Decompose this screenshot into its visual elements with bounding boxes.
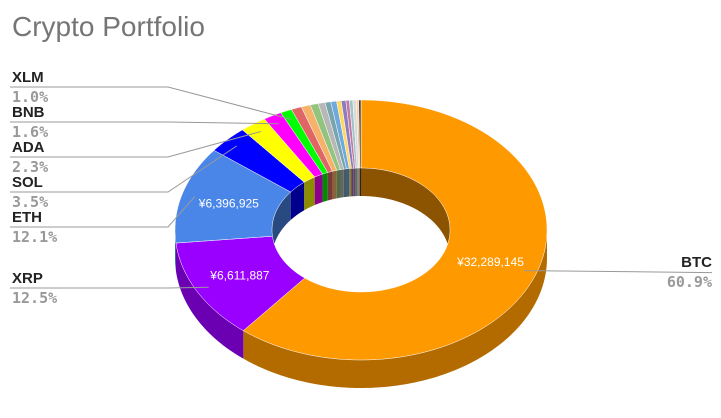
amount-label: ¥6,611,887 (209, 268, 269, 282)
slice-inner-side (358, 168, 360, 197)
slice-inner-side (314, 174, 323, 206)
slice-inner-side (272, 191, 291, 258)
amount-label: ¥32,289,145 (456, 255, 524, 269)
chart-title: Crypto Portfolio (12, 11, 205, 42)
category-label: BNB (12, 104, 45, 121)
category-label: ADA (12, 139, 45, 156)
leader-line (10, 121, 279, 125)
slice (358, 99, 362, 169)
slice-inner-side (340, 169, 344, 198)
value-label: 2.3% (12, 158, 48, 176)
slice-inner-side (359, 168, 361, 197)
slice-side (243, 230, 547, 388)
slice-inner-side (351, 168, 354, 197)
slice-side (175, 230, 176, 272)
leader-line (10, 145, 238, 193)
value-label: 1.0% (12, 88, 48, 106)
category-label: SOL (12, 174, 43, 191)
slice-inner-side (327, 171, 333, 201)
leader-line (10, 131, 261, 158)
slice-inner-side (322, 172, 328, 203)
slice-inner-side (290, 182, 305, 220)
leader-line (523, 270, 713, 274)
value-label: 60.9% (667, 273, 712, 291)
slice-inner-side (361, 168, 450, 258)
leader-line (10, 286, 209, 289)
slice-inner-side (346, 168, 350, 197)
value-label: 1.6% (12, 123, 48, 141)
slice-inner-side (304, 177, 315, 211)
leader-line (10, 86, 292, 120)
slice-inner-side (357, 168, 359, 197)
category-label: XRP (12, 270, 43, 287)
category-label: XLM (12, 69, 44, 86)
amount-label: ¥6,396,925 (198, 197, 259, 211)
slice-inner-side (336, 169, 341, 199)
category-label: BTC (681, 254, 712, 271)
leader-line (10, 196, 196, 228)
value-label: 12.5% (12, 289, 57, 307)
slice-side (175, 243, 244, 359)
slice-inner-side (355, 168, 358, 197)
value-label: 3.5% (12, 193, 48, 211)
slice-inner-side (332, 170, 337, 200)
category-label: ETH (12, 209, 42, 226)
slice-inner-side (349, 168, 352, 197)
slice-inner-side (353, 168, 356, 197)
slice-inner-side (343, 168, 347, 198)
value-label: 12.1% (12, 228, 57, 246)
